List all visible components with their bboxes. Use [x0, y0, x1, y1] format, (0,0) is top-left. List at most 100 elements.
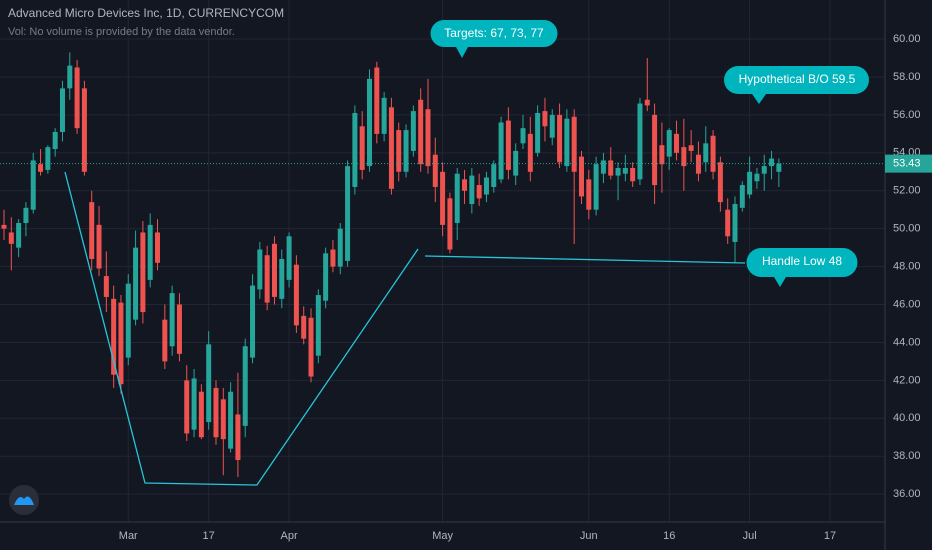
y-tick-label: 50.00 [893, 223, 921, 235]
candle-body [74, 67, 80, 129]
candle-body [725, 209, 731, 237]
candle-body [666, 130, 672, 157]
candle-body [140, 232, 146, 313]
candle-body [206, 344, 212, 423]
candle-body [440, 171, 446, 225]
callout-bubble [746, 248, 858, 287]
handle-line [424, 255, 746, 264]
last-price-label: 53.43 [893, 158, 921, 170]
candle-body [374, 67, 380, 134]
callout-text: Handle Low 48 [762, 254, 842, 268]
candle-body [549, 114, 555, 138]
callout-bubble [724, 66, 869, 104]
candle-body [542, 111, 548, 127]
candle-body [739, 185, 745, 208]
candle-body [103, 276, 109, 297]
candle-body [235, 414, 241, 460]
candle-body [89, 202, 95, 260]
candle-body [747, 171, 753, 195]
callout: Targets: 67, 73, 77 [430, 20, 558, 58]
candle-body [45, 147, 51, 170]
candle-body [674, 133, 680, 153]
y-tick-label: 42.00 [893, 374, 921, 386]
y-tick-label: 40.00 [893, 412, 921, 424]
candle-body [432, 154, 438, 187]
candle-body [513, 150, 519, 176]
candle-body [491, 164, 497, 187]
candle-body [242, 346, 248, 426]
candle-body [96, 224, 102, 269]
candle-body [220, 399, 226, 440]
candle-body [250, 285, 256, 358]
candle-body [1, 224, 7, 229]
candle-body [359, 126, 365, 170]
candle-body [293, 264, 299, 326]
candles [1, 52, 782, 478]
y-tick-label: 56.00 [893, 109, 921, 121]
cup-line [64, 171, 419, 486]
chart-title: Advanced Micro Devices Inc, 1D, CURRENCY… [8, 6, 284, 20]
candle-body [30, 160, 36, 210]
callout-bubble [430, 20, 558, 58]
logo [9, 485, 39, 515]
candle-body [169, 293, 175, 347]
grid [0, 0, 885, 522]
candle-body [535, 113, 541, 153]
candle-body [198, 391, 204, 438]
candle-body [520, 128, 526, 144]
x-tick-label: Jul [743, 530, 757, 542]
y-tick-label: 38.00 [893, 450, 921, 462]
candle-body [16, 222, 22, 248]
candle-body [688, 145, 694, 151]
x-tick-label: 17 [824, 530, 836, 542]
candle-body [630, 167, 636, 182]
candle-body [184, 380, 190, 434]
candle-body [133, 247, 139, 320]
candle-body [59, 88, 65, 132]
candle-body [38, 164, 44, 172]
candle-body [8, 232, 14, 244]
candle-body [367, 78, 372, 167]
candle-body [147, 224, 153, 280]
candle-body [176, 304, 182, 354]
candle-body [308, 317, 314, 377]
candle-body [557, 114, 563, 163]
candle-body [593, 164, 599, 210]
candle-body [622, 167, 628, 174]
candle-body [213, 387, 219, 438]
candle-body [162, 319, 168, 362]
candle-body [462, 179, 468, 191]
candle-body [710, 135, 716, 172]
x-tick-label: 16 [663, 530, 675, 542]
candle-body [81, 88, 87, 172]
callout-text: Targets: 67, 73, 77 [444, 26, 544, 40]
candle-body [301, 315, 307, 339]
candle-body [637, 103, 643, 180]
candle-body [681, 147, 687, 167]
x-tick-label: Mar [119, 530, 138, 542]
candle-body [279, 259, 285, 299]
candle-body [732, 204, 738, 242]
candle-body [388, 107, 394, 189]
candle-body [754, 173, 760, 182]
candle-body [571, 116, 577, 172]
candle-body [600, 160, 606, 174]
candle-body [476, 185, 482, 199]
candle-body [403, 130, 409, 172]
y-tick-label: 46.00 [893, 298, 921, 310]
candle-body [52, 131, 58, 150]
candle-body [505, 120, 511, 170]
y-tick-label: 58.00 [893, 71, 921, 83]
candle-body [23, 207, 29, 223]
x-tick-label: Jun [580, 530, 598, 542]
candle-body [527, 133, 533, 172]
y-tick-label: 52.00 [893, 185, 921, 197]
x-tick-label: May [432, 530, 453, 542]
candle-body [644, 99, 650, 106]
candle-body [155, 232, 161, 263]
y-tick-label: 36.00 [893, 488, 921, 500]
candle-body [345, 166, 351, 261]
candle-body [410, 111, 416, 151]
candle-body [191, 378, 197, 430]
